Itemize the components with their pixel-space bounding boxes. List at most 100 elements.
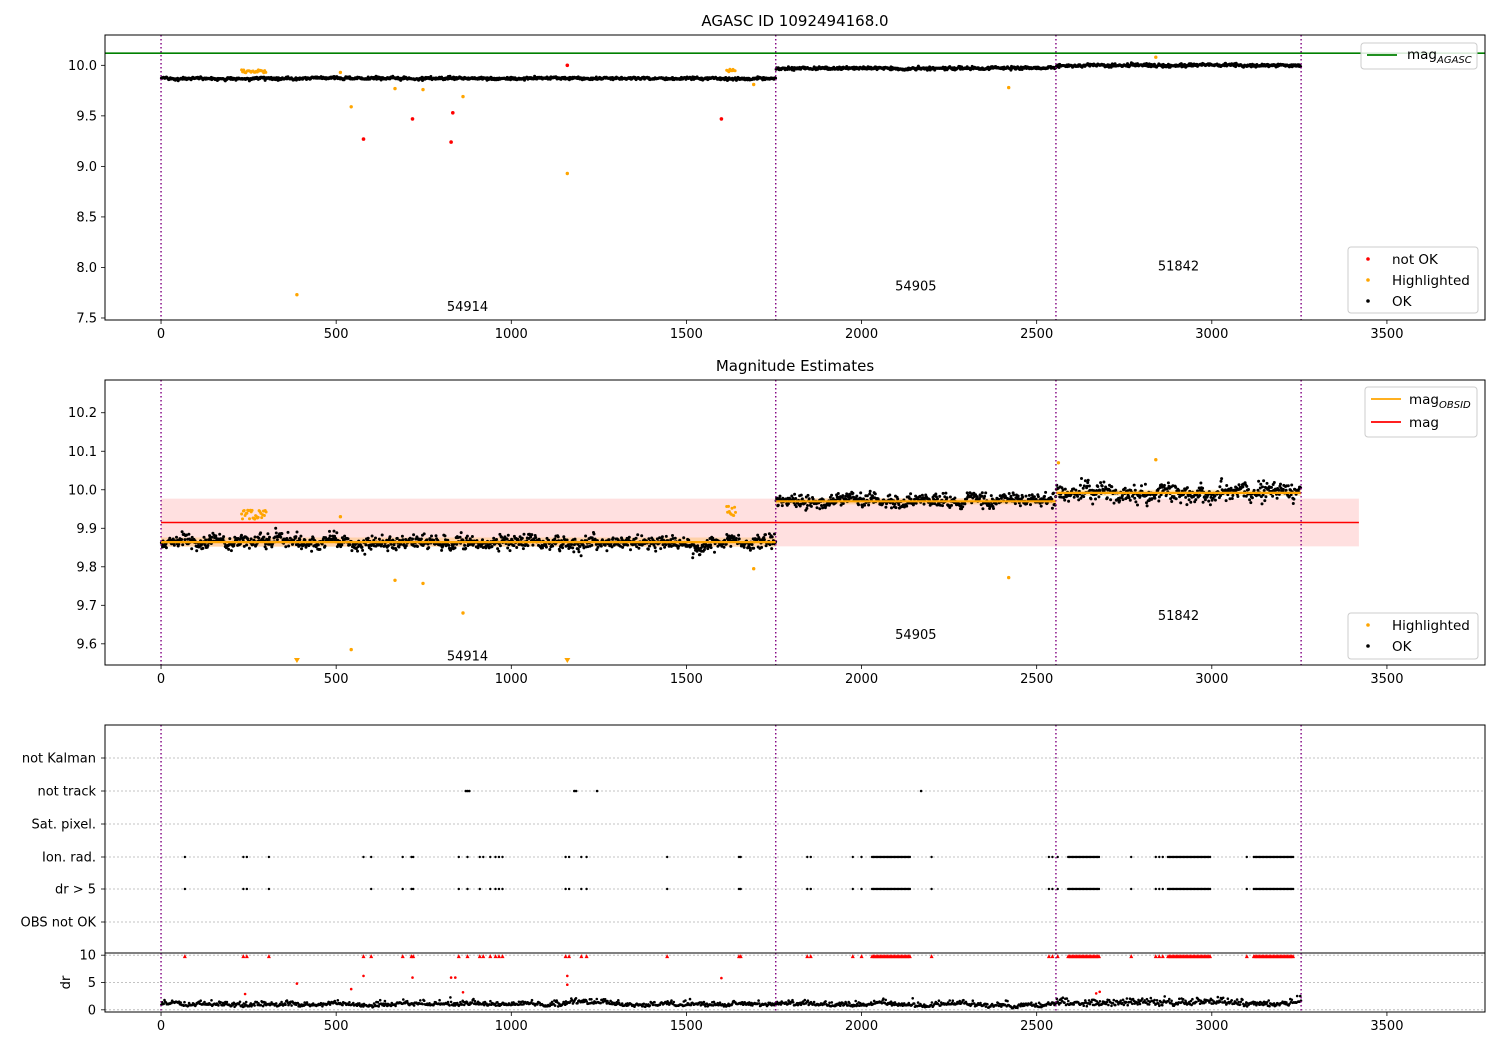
ok-point: [1127, 496, 1131, 500]
dr-point: [449, 996, 452, 999]
ok-point: [1085, 484, 1089, 488]
highlighted-point: [1154, 458, 1158, 462]
ok-point: [596, 545, 600, 549]
ok-point: [845, 492, 849, 496]
ok-point: [529, 535, 533, 539]
dr-point: [446, 1000, 450, 1004]
ok-point: [1265, 481, 1269, 485]
ok-point: [1083, 479, 1087, 483]
ok-point: [635, 545, 639, 549]
highlighted-point: [338, 515, 343, 519]
ion-rad-flag: [242, 855, 245, 859]
ok-point: [646, 547, 650, 551]
ok-point: [328, 534, 332, 538]
highlighted-point: [393, 86, 397, 91]
ok-point: [663, 545, 667, 549]
ok-point: [206, 544, 210, 547]
ok-point: [1171, 484, 1175, 488]
ok-point: [1279, 482, 1282, 486]
highlighted-point: [349, 647, 353, 652]
ok-point: [1009, 494, 1013, 498]
ok-point: [1272, 481, 1276, 484]
ok-point: [838, 497, 842, 501]
ok-point: [941, 491, 945, 495]
ok-point: [366, 536, 370, 540]
ok-point: [1134, 500, 1138, 504]
highlighted-point: [242, 68, 246, 72]
ok-point: [177, 542, 181, 546]
dr-point: [348, 1001, 351, 1004]
ion-rad-flag: [401, 855, 404, 859]
ok-point: [1237, 483, 1241, 487]
highlighted-point: [260, 516, 264, 520]
ok-point: [671, 534, 674, 537]
highlighted-point: [461, 94, 465, 99]
y-tick-label: 9.8: [76, 560, 97, 575]
ok-point: [377, 537, 381, 541]
ok-point: [214, 534, 218, 538]
ok-point: [391, 546, 395, 550]
ok-point: [356, 549, 359, 553]
ok-point: [859, 491, 863, 495]
ok-point: [1114, 488, 1118, 492]
ok-point: [400, 534, 404, 538]
ok-point: [1241, 485, 1245, 489]
ok-point: [706, 547, 710, 551]
ok-point: [780, 504, 784, 508]
ok-point: [370, 534, 374, 538]
not-track-flag: [595, 789, 599, 793]
ok-point: [1145, 504, 1149, 508]
ok-point: [862, 497, 865, 501]
ok-point: [820, 504, 823, 507]
ok-point: [508, 549, 512, 553]
ok-point: [412, 533, 416, 537]
ok-point: [1247, 488, 1250, 491]
ok-point: [458, 535, 462, 539]
legend-label: mag: [1409, 415, 1439, 431]
ok-point: [496, 547, 500, 551]
ok-point: [526, 544, 530, 548]
ok-point: [408, 536, 412, 540]
ok-point: [934, 492, 938, 496]
ok-point: [1016, 494, 1020, 498]
ok-point: [1072, 487, 1076, 491]
highlighted-point: [349, 105, 353, 109]
not-ok-point: [361, 137, 366, 141]
dr-point: [203, 1000, 206, 1004]
ok-point: [980, 494, 984, 498]
ok-point: [640, 534, 644, 538]
ok-point: [551, 544, 555, 548]
y-tick-label: 7.5: [76, 311, 97, 326]
y-tick-label: 9.9: [76, 522, 97, 537]
ok-point: [894, 506, 898, 510]
ok-point: [980, 491, 984, 495]
ok-point: [530, 533, 534, 537]
ok-point: [1263, 499, 1267, 503]
obsid-label: 54914: [447, 300, 488, 315]
ok-point: [1201, 486, 1205, 490]
ok-point: [990, 497, 994, 501]
ok-point: [605, 549, 609, 553]
obsid-label: 54905: [895, 628, 936, 643]
ok-point: [793, 492, 797, 496]
dr5-flag: [370, 887, 373, 891]
ok-point: [470, 535, 474, 538]
ok-point: [456, 536, 460, 540]
dr-point: [336, 999, 340, 1002]
ok-point: [497, 549, 501, 553]
ok-point: [395, 536, 399, 540]
ok-point: [1027, 493, 1031, 497]
ok-point: [764, 533, 767, 537]
ok-point: [673, 536, 677, 540]
ok-point: [818, 507, 822, 511]
ok-point: [918, 494, 922, 498]
ok-point: [682, 536, 686, 540]
ok-point: [790, 494, 794, 498]
ion-rad-flag: [1161, 855, 1165, 859]
ok-point: [1097, 495, 1101, 499]
ok-point: [275, 538, 279, 542]
ok-point: [799, 502, 803, 506]
ok-point: [770, 535, 774, 539]
ok-point: [386, 544, 390, 548]
